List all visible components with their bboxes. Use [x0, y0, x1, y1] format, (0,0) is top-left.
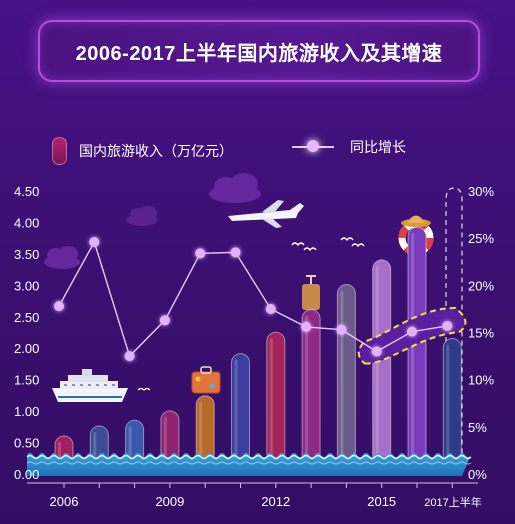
y-left-tick-label: 3.00 [14, 278, 39, 293]
legend-item-income: 国内旅游收入（万亿元） [52, 137, 233, 165]
growth-point-2014 [336, 324, 347, 335]
cloud-icon [126, 206, 158, 226]
y-left-tick-label: 4.00 [14, 215, 39, 230]
cruise-ship-icon [52, 369, 128, 402]
growth-line [58, 240, 448, 358]
title-banner: 2006-2017上半年国内旅游收入及其增速 [38, 20, 480, 82]
growth-point-2008 [124, 351, 135, 362]
bar-2016 [407, 226, 427, 476]
y-left-tick-label: 0.00 [14, 467, 39, 482]
growth-point-2009 [159, 315, 170, 326]
cloud-icon [44, 246, 80, 269]
y-left-tick-label: 3.50 [14, 247, 39, 262]
growth-point-2017上半年 [442, 320, 453, 331]
x-tick-label: 2015 [367, 494, 396, 509]
airplane-icon [228, 200, 304, 228]
bar-shine [446, 344, 450, 469]
y-left-tick-label: 2.50 [14, 310, 39, 325]
chart-title: 2006-2017上半年国内旅游收入及其增速 [75, 42, 443, 65]
growth-point-2012 [265, 303, 276, 314]
y-right-tick-label: 15% [468, 326, 494, 341]
x-tick-label: 2012 [261, 494, 290, 509]
y-left-tick-label: 4.50 [14, 184, 39, 199]
bar-shine [411, 233, 414, 469]
bar-shine [269, 338, 273, 469]
seagull-icon [137, 387, 151, 391]
y-right-tick-label: 30% [468, 184, 494, 199]
bar-shine [234, 359, 238, 469]
growth-point-2015 [371, 346, 382, 357]
cloud-icon [209, 173, 261, 203]
seagull-icon [291, 237, 365, 252]
water-waves [26, 453, 472, 476]
growth-point-2011 [230, 247, 241, 258]
projection-dashed-outline [445, 187, 463, 468]
y-left-tick-label: 1.50 [14, 373, 39, 388]
y-right-tick-label: 25% [468, 231, 494, 246]
y-right-tick-label: 5% [468, 420, 487, 435]
legend-bar-swatch [52, 137, 67, 165]
bar-shine [375, 265, 379, 469]
legend-bar-label: 国内旅游收入（万亿元） [79, 144, 233, 160]
growth-point-2010 [195, 248, 206, 259]
bar-shine [305, 315, 309, 469]
y-left-tick-label: 0.50 [14, 436, 39, 451]
luggage-icon [302, 275, 320, 314]
legend-line-label: 同比增长 [350, 140, 406, 156]
y-right-tick-label: 0% [468, 467, 487, 482]
y-left-tick-label: 1.00 [14, 404, 39, 419]
bar-shine [340, 290, 344, 469]
y-right-tick-label: 20% [468, 278, 494, 293]
growth-point-2007 [89, 236, 100, 247]
y-left-tick-label: 2.00 [14, 341, 39, 356]
legend-line-swatch [292, 140, 334, 152]
growth-point-2013 [301, 321, 312, 332]
x-tick-label: 2009 [155, 494, 184, 509]
y-right-tick-label: 10% [468, 373, 494, 388]
legend-item-growth: 同比增长 [292, 137, 406, 157]
bar-2015 [372, 259, 392, 476]
y-axis-left: 0.00 0.50 1.00 1.50 2.00 2.50 3.00 3.50 4.00 4.50 [14, 184, 39, 482]
x-tick-label: 2017上半年 [424, 495, 481, 509]
line-layer [54, 236, 453, 362]
bar-2014 [336, 283, 356, 476]
x-tick-label: 2006 [50, 494, 79, 509]
suitcase-icon [191, 366, 221, 394]
growth-point-2006 [54, 301, 64, 312]
bar-shine [199, 401, 203, 469]
bar-2013 [301, 309, 321, 476]
y-axis-right: 0% 5% 10% 15% 20% 25% 30% [468, 184, 494, 482]
growth-point-2016 [407, 326, 417, 337]
x-axis: 2006 2009 2012 2015 2017上半年 [27, 482, 482, 509]
